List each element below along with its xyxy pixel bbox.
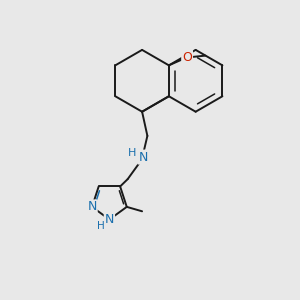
Text: O: O — [182, 51, 192, 64]
Text: H: H — [97, 221, 104, 231]
Text: N: N — [138, 151, 148, 164]
Text: N: N — [105, 213, 114, 226]
Text: N: N — [87, 200, 97, 213]
Text: H: H — [128, 148, 136, 158]
